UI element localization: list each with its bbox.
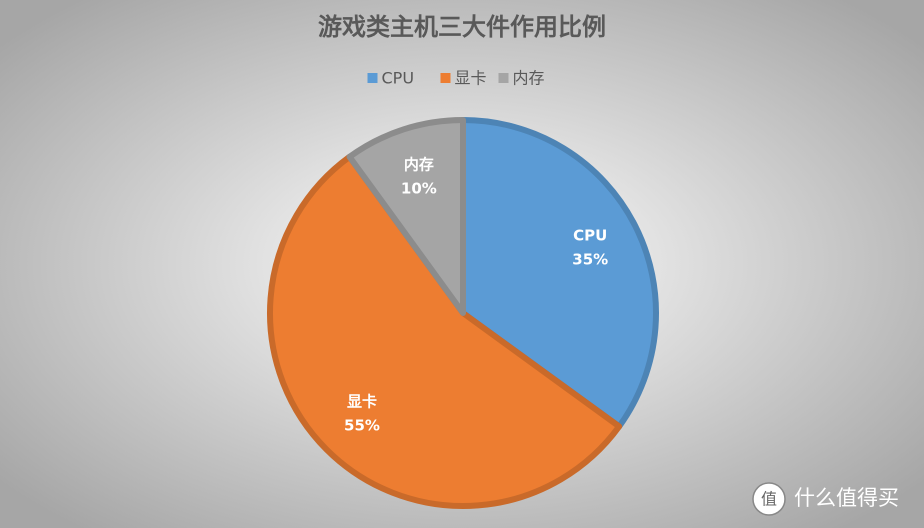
- pie-slice: [460, 117, 659, 430]
- pie: CPU 35% 显卡 55% 内存 10%: [267, 117, 659, 509]
- legend-swatch: [498, 73, 509, 83]
- legend-label: 显卡: [455, 69, 487, 88]
- legend: CPU 显卡 内存: [367, 69, 545, 88]
- data-label-value: 55%: [344, 416, 380, 434]
- legend-label: 内存: [513, 69, 545, 88]
- pie-slice: [346, 117, 466, 316]
- pie-slice: [267, 153, 623, 509]
- chart-title: 游戏类主机三大件作用比例: [318, 13, 606, 41]
- legend-label: CPU: [382, 69, 415, 88]
- data-label-category: CPU: [573, 227, 607, 245]
- watermark: 值 什么值得买: [752, 482, 899, 516]
- legend-swatch: [367, 73, 378, 83]
- legend-swatch: [440, 73, 451, 83]
- data-label-value: 35%: [572, 251, 608, 269]
- watermark-text: 什么值得买: [794, 486, 899, 510]
- svg-text:值: 值: [761, 490, 777, 509]
- data-label-value: 10%: [401, 180, 437, 198]
- data-label-category: 显卡: [347, 392, 377, 410]
- data-label-category: 内存: [404, 156, 434, 174]
